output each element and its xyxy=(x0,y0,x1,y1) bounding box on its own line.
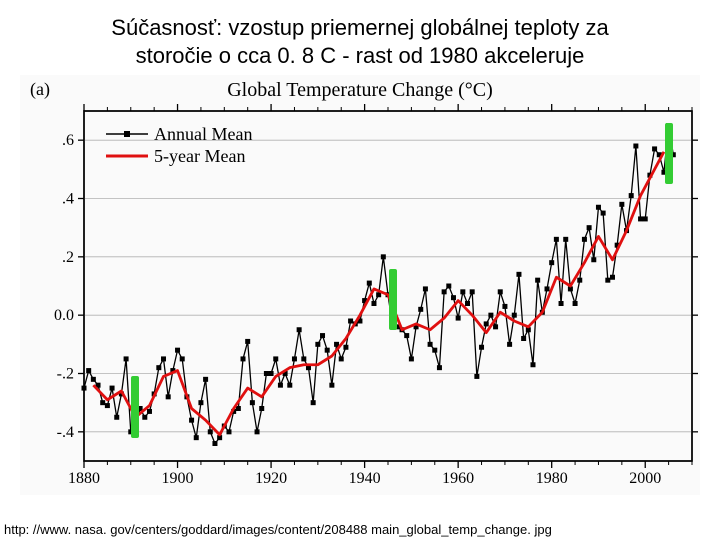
slide: Súčasnosť: vzostup priemernej globálnej … xyxy=(0,0,720,540)
source-caption: http: //www. nasa. gov/centers/goddard/i… xyxy=(4,523,552,538)
legend-label-5yr: 5-year Mean xyxy=(154,146,245,167)
svg-text:.2: .2 xyxy=(62,249,74,266)
highlight-bar xyxy=(665,123,673,184)
svg-text:.4: .4 xyxy=(62,191,74,208)
svg-text:1920: 1920 xyxy=(255,470,287,487)
svg-text:1880: 1880 xyxy=(68,470,100,487)
chart-container: (a) Global Temperature Change (°C) -.4-.… xyxy=(20,75,700,495)
svg-text:2000: 2000 xyxy=(629,470,661,487)
svg-text:-.2: -.2 xyxy=(57,366,74,383)
svg-text:1980: 1980 xyxy=(536,470,568,487)
svg-text:-.4: -.4 xyxy=(57,424,74,441)
highlight-bar xyxy=(131,376,139,437)
legend-item-annual: Annual Mean xyxy=(106,123,252,145)
svg-text:0.0: 0.0 xyxy=(54,307,74,324)
legend: Annual Mean 5-year Mean xyxy=(106,123,252,167)
slide-title: Súčasnosť: vzostup priemernej globálnej … xyxy=(30,14,690,69)
svg-text:1900: 1900 xyxy=(162,470,194,487)
title-line-1: Súčasnosť: vzostup priemernej globálnej … xyxy=(111,15,608,40)
svg-text:1960: 1960 xyxy=(442,470,474,487)
highlight-bar xyxy=(389,269,397,330)
svg-text:1940: 1940 xyxy=(349,470,381,487)
legend-label-annual: Annual Mean xyxy=(154,124,252,145)
title-line-2: storočie o cca 0. 8 C - rast od 1980 akc… xyxy=(136,43,585,68)
legend-item-5yr: 5-year Mean xyxy=(106,145,252,167)
legend-swatch-annual xyxy=(106,123,148,145)
svg-text:.6: .6 xyxy=(62,132,74,149)
legend-swatch-5yr xyxy=(106,145,148,167)
